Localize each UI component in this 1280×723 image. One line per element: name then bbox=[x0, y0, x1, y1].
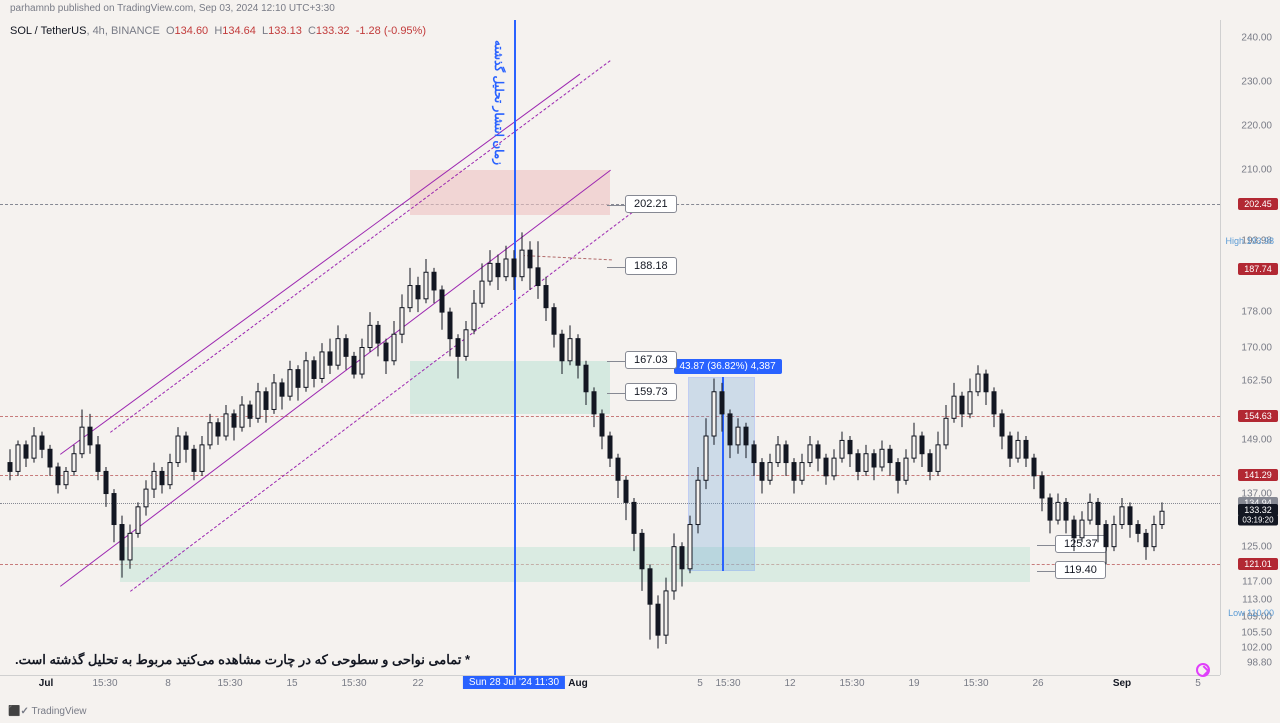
y-axis: 240.00230.00220.00210.00193.98178.00170.… bbox=[1220, 20, 1280, 675]
chart-area[interactable]: 43.87 (36.82%) 4,387زمان انتشار تحلیل گذ… bbox=[0, 20, 1220, 675]
persian-note: * تمامی نواحی و سطوحی که در چارت مشاهده … bbox=[15, 652, 470, 668]
axis-price-label: 141.29 bbox=[1238, 469, 1278, 481]
axis-price-label: 202.45 bbox=[1238, 198, 1278, 210]
axis-price-label: 121.01 bbox=[1238, 558, 1278, 570]
axis-price-label: 187.74 bbox=[1238, 263, 1278, 275]
x-axis: Jul15:30815:301515:3022Aug515:301215:301… bbox=[0, 675, 1220, 693]
x-axis-highlight: Sun 28 Jul '24 11:30 bbox=[463, 676, 565, 689]
refresh-icon[interactable] bbox=[1196, 663, 1210, 677]
axis-price-label: 03:19:20 bbox=[1238, 515, 1278, 526]
publish-info: parhamnb published on TradingView.com, S… bbox=[0, 0, 1280, 20]
tradingview-watermark: ⬛✓ TradingView bbox=[8, 706, 86, 717]
axis-price-label: 154.63 bbox=[1238, 410, 1278, 422]
